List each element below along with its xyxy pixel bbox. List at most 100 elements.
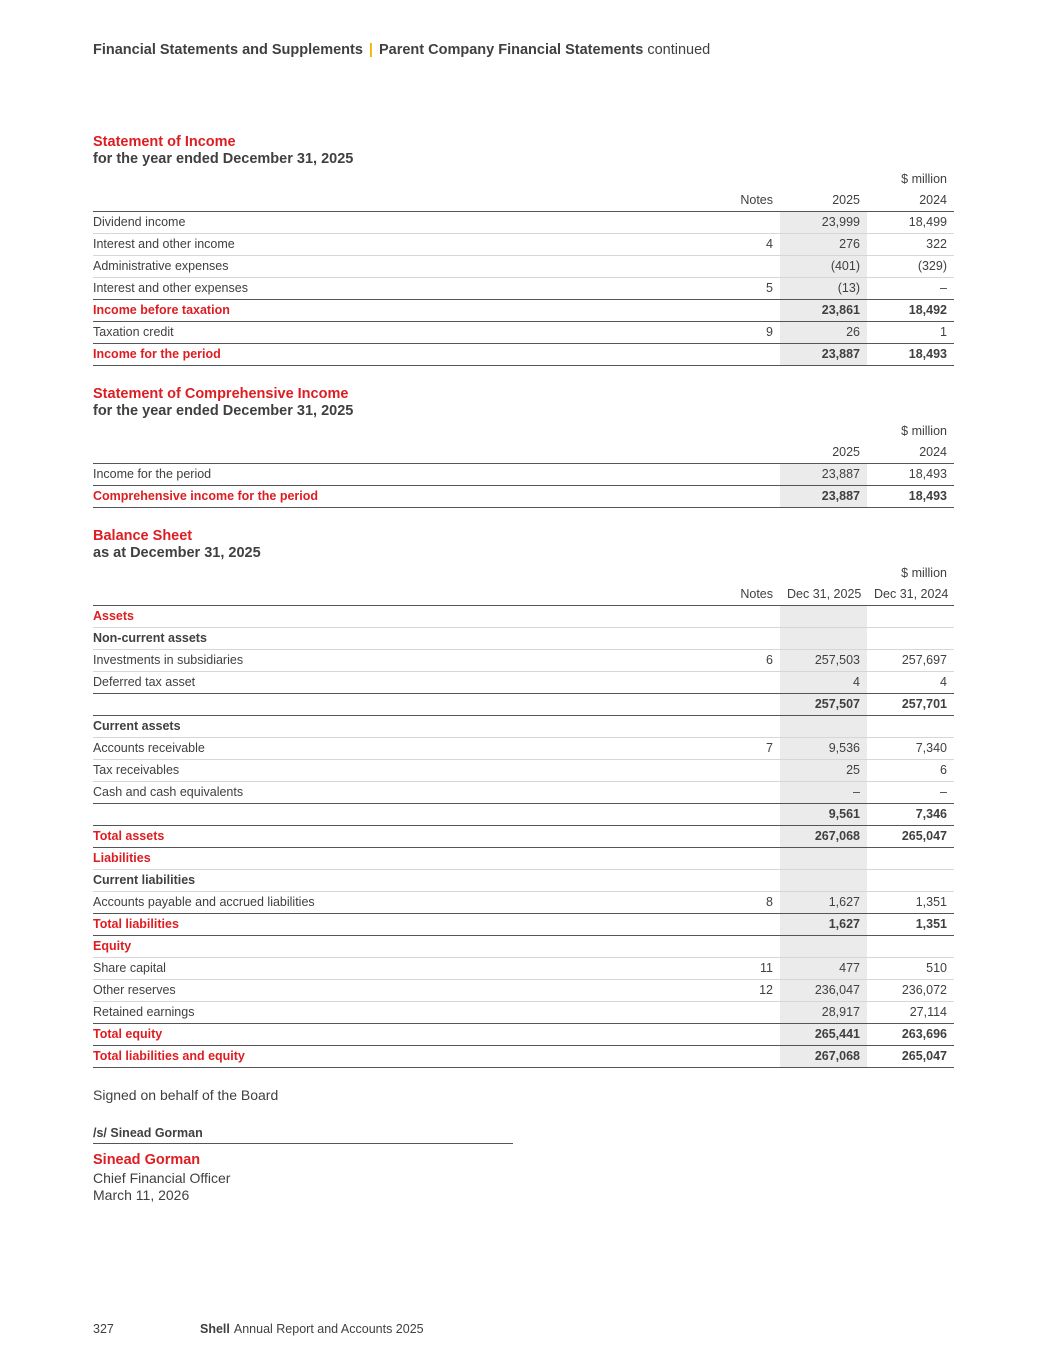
row-label: Income for the period: [93, 463, 684, 486]
row-prior: 18,493: [867, 485, 954, 508]
row-current: 26: [780, 321, 867, 344]
row-prior: 1,351: [867, 891, 954, 914]
row-current: –: [780, 781, 867, 804]
row-notes: 7: [684, 737, 780, 760]
row-label: Current assets: [93, 715, 684, 738]
row-prior: 18,499: [867, 211, 954, 234]
row-label: Deferred tax asset: [93, 671, 684, 694]
signature-date: March 11, 2026: [93, 1187, 190, 1203]
income-statement-table: $ million Notes 2025 2024 Dividend incom…: [93, 168, 954, 366]
current-date-header: Dec 31, 2025: [780, 584, 867, 606]
row-current: 276: [780, 233, 867, 256]
total-row: Total assets 267,068 265,047: [93, 825, 954, 848]
row-prior: 257,697: [867, 649, 954, 672]
comprehensive-income-table: $ million 2025 2024 Income for the perio…: [93, 420, 954, 508]
row-current: 257,507: [780, 693, 867, 716]
row-current: 25: [780, 759, 867, 782]
row-prior: 510: [867, 957, 954, 980]
row-current: 23,887: [780, 343, 867, 366]
row-current: 4: [780, 671, 867, 694]
current-year-header: 2025: [780, 190, 867, 212]
comprehensive-income-section: Statement of Comprehensive Income for th…: [93, 386, 954, 508]
row-current: 477: [780, 957, 867, 980]
balance-sheet-table: $ million Notes Dec 31, 2025 Dec 31, 202…: [93, 562, 954, 1068]
unit-label: $ million: [901, 172, 947, 186]
row-prior: –: [867, 781, 954, 804]
signer-name: Sinead Gorman: [93, 1152, 201, 1168]
section-heading-row: Equity: [93, 935, 954, 958]
table-row: Administrative expenses (401) (329): [93, 255, 954, 278]
row-label: [93, 693, 684, 716]
table-row: Interest and other expenses 5 (13) –: [93, 277, 954, 300]
column-header-row: Notes 2025 2024: [93, 190, 954, 212]
row-notes: 8: [684, 891, 780, 914]
row-prior: 263,696: [867, 1023, 954, 1046]
header-continued: continued: [647, 42, 711, 58]
unit-row: $ million: [93, 420, 954, 442]
row-prior: –: [867, 277, 954, 300]
unit-label: $ million: [901, 566, 947, 580]
row-label: Income for the period: [93, 343, 684, 366]
row-notes: [684, 299, 780, 322]
subtotal-row: 9,561 7,346: [93, 803, 954, 826]
total-row: Total equity 265,441 263,696: [93, 1023, 954, 1046]
row-label: Dividend income: [93, 211, 684, 234]
row-label: Non-current assets: [93, 627, 684, 650]
table-row: Retained earnings 28,917 27,114: [93, 1001, 954, 1024]
comprehensive-income-subtitle: for the year ended December 31, 2025: [93, 403, 354, 419]
table-row: Accounts receivable 7 9,536 7,340: [93, 737, 954, 760]
current-year-header: 2025: [780, 442, 867, 464]
balance-sheet-subtitle: as at December 31, 2025: [93, 545, 261, 561]
row-current: (13): [780, 277, 867, 300]
table-row: Other reserves 12 236,047 236,072: [93, 979, 954, 1002]
unit-label: $ million: [901, 424, 947, 438]
header-section: Financial Statements and Supplements: [93, 42, 363, 58]
row-prior: 265,047: [867, 825, 954, 848]
row-label: Accounts payable and accrued liabilities: [93, 891, 684, 914]
table-row: Investments in subsidiaries 6 257,503 25…: [93, 649, 954, 672]
row-label: Other reserves: [93, 979, 684, 1002]
row-label: Retained earnings: [93, 1001, 684, 1024]
row-current: 23,999: [780, 211, 867, 234]
row-current: 23,887: [780, 463, 867, 486]
signature-line: /s/ Sinead Gorman: [93, 1126, 513, 1144]
row-prior: 322: [867, 233, 954, 256]
total-row: Income before taxation 23,861 18,492: [93, 299, 954, 322]
row-prior: 7,340: [867, 737, 954, 760]
row-notes: 11: [684, 957, 780, 980]
row-current: 23,861: [780, 299, 867, 322]
row-prior: 236,072: [867, 979, 954, 1002]
column-header-row: 2025 2024: [93, 442, 954, 464]
total-row: Total liabilities 1,627 1,351: [93, 913, 954, 936]
comprehensive-income-title: Statement of Comprehensive Income: [93, 386, 349, 402]
row-notes: [684, 781, 780, 804]
notes-column-header: Notes: [684, 584, 780, 606]
unit-row: $ million: [93, 168, 954, 190]
total-row: Income for the period 23,887 18,493: [93, 343, 954, 366]
row-label: Accounts receivable: [93, 737, 684, 760]
prior-year-header: 2024: [867, 442, 954, 464]
row-notes: 6: [684, 649, 780, 672]
table-row: Income for the period 23,887 18,493: [93, 463, 954, 486]
row-prior: 257,701: [867, 693, 954, 716]
income-statement-title: Statement of Income: [93, 134, 236, 150]
row-prior: 27,114: [867, 1001, 954, 1024]
row-prior: 18,493: [867, 343, 954, 366]
subsection-heading-row: Current liabilities: [93, 869, 954, 892]
row-notes: 9: [684, 321, 780, 344]
total-row: Comprehensive income for the period 23,8…: [93, 485, 954, 508]
row-notes: [684, 211, 780, 234]
row-current: 257,503: [780, 649, 867, 672]
row-prior: 7,346: [867, 803, 954, 826]
row-current: 236,047: [780, 979, 867, 1002]
table-row: Dividend income 23,999 18,499: [93, 211, 954, 234]
table-row: Accounts payable and accrued liabilities…: [93, 891, 954, 914]
row-label: Assets: [93, 605, 684, 628]
row-label: Total equity: [93, 1023, 684, 1046]
row-label: Total liabilities and equity: [93, 1045, 684, 1068]
subtotal-row: 257,507 257,701: [93, 693, 954, 716]
signed-statement: Signed on behalf of the Board: [93, 1087, 279, 1103]
subsection-heading-row: Non-current assets: [93, 627, 954, 650]
row-prior: 18,492: [867, 299, 954, 322]
table-row: Share capital 11 477 510: [93, 957, 954, 980]
